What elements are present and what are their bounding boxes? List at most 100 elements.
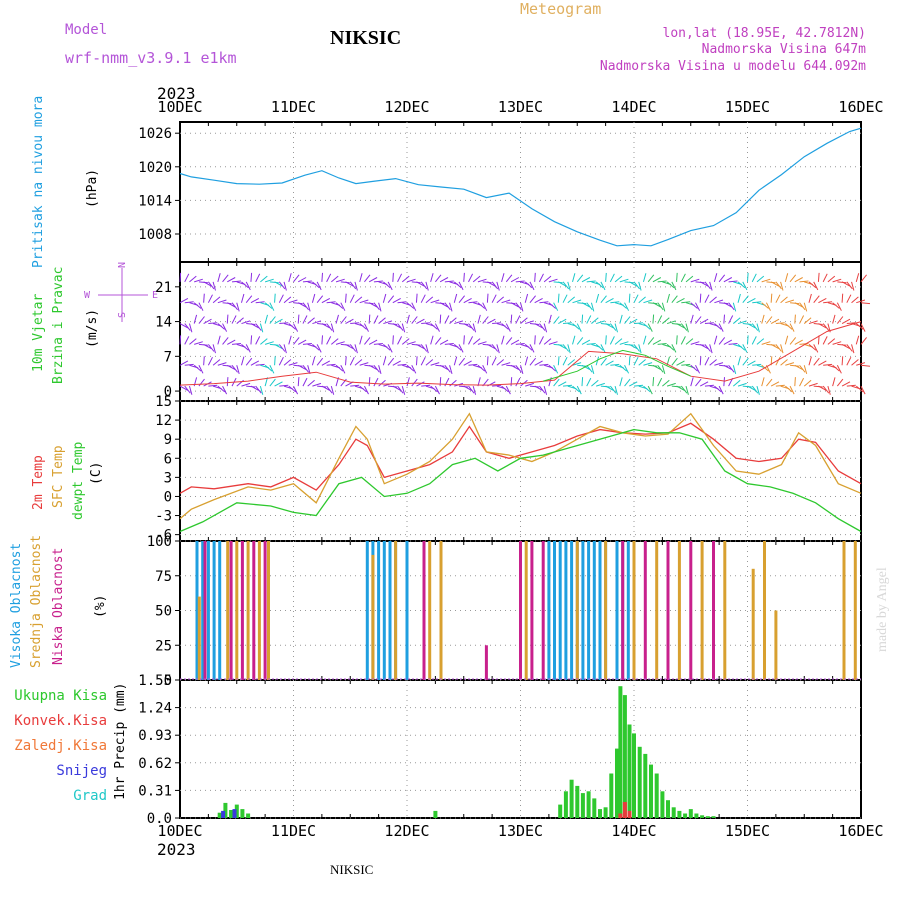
y-tick-label: 75 xyxy=(155,569,172,585)
wind-barb xyxy=(718,385,724,395)
wind-barb xyxy=(222,385,228,395)
wind-barb xyxy=(851,281,855,291)
cloud-bar xyxy=(212,541,216,680)
wind-barb xyxy=(614,275,623,283)
top-day-label: 13DEC xyxy=(498,98,543,116)
wind-barb xyxy=(250,385,260,391)
wind-barb xyxy=(751,323,759,331)
compass-north: N xyxy=(117,262,128,268)
wind-barb xyxy=(397,273,403,283)
wind-barb xyxy=(505,385,511,395)
wind-barb xyxy=(803,317,812,324)
wind-barb xyxy=(274,343,283,350)
wind-barb xyxy=(676,323,685,329)
wind-barb xyxy=(671,357,678,366)
wind-barb xyxy=(278,344,286,352)
wind-barb xyxy=(761,278,771,283)
wind-barb xyxy=(737,320,747,325)
wind-barb xyxy=(246,323,256,325)
wind-barb xyxy=(397,385,404,394)
wind-barb xyxy=(264,364,273,372)
wind-barb xyxy=(614,338,623,345)
cloud-bar xyxy=(428,541,432,680)
wind-barb xyxy=(203,281,212,287)
wind-barb xyxy=(823,301,833,304)
wind-barb xyxy=(572,335,576,345)
wind-barb xyxy=(453,356,458,366)
wind-barb xyxy=(827,275,836,283)
cloud-bar xyxy=(371,554,375,680)
wind-barb xyxy=(359,362,369,366)
wind-barb xyxy=(208,322,218,325)
wind-barb xyxy=(312,382,322,387)
wind-barb xyxy=(638,359,646,366)
cloud-bar xyxy=(774,610,778,680)
wind-barb xyxy=(472,275,481,283)
wind-barb xyxy=(179,297,189,304)
wind-barb xyxy=(524,356,529,366)
wind-barb xyxy=(652,277,662,283)
wind-barb xyxy=(184,336,190,345)
wind-barb xyxy=(416,381,425,387)
wind-barb xyxy=(217,385,226,393)
precip-bar xyxy=(615,748,619,818)
wind-barb xyxy=(264,341,274,345)
cloud-bar xyxy=(519,541,522,680)
wind-barb xyxy=(747,323,756,329)
wind-barb xyxy=(317,385,327,388)
wind-barb xyxy=(364,364,374,367)
wind-barb xyxy=(411,378,418,387)
wind-barb xyxy=(458,385,469,388)
wind-barb xyxy=(468,336,474,345)
wind-barb xyxy=(680,385,688,394)
wind-barb xyxy=(302,280,312,283)
wind-compass: N E W S xyxy=(84,262,158,322)
wind-barb xyxy=(444,315,450,324)
wind-barb xyxy=(189,338,197,345)
wind-barb xyxy=(761,364,769,372)
wind-barb xyxy=(373,377,379,387)
wind-barb xyxy=(557,293,560,303)
wind-barb xyxy=(784,273,789,282)
wind-barb xyxy=(846,384,856,387)
precip-bar xyxy=(637,746,642,818)
wind-barb xyxy=(435,364,445,367)
wind-barb xyxy=(709,344,713,354)
wind-barb xyxy=(468,323,475,331)
wind-barb xyxy=(184,385,191,394)
precip-bar xyxy=(627,810,632,818)
wind-barb xyxy=(487,318,496,324)
wind-barb xyxy=(212,281,216,291)
wind-barb xyxy=(728,343,738,345)
wind-barb xyxy=(188,323,193,333)
chart-dynamic-layer: 10DEC 10DEC 11DEC 11DEC 12DEC 12DEC 13DEC 13DEC… xyxy=(138,98,883,840)
y-tick-label: 1020 xyxy=(138,160,172,176)
bottom-day-label: 15DEC xyxy=(725,822,770,840)
wind-barb xyxy=(434,323,440,332)
wind-barb xyxy=(524,293,529,303)
wind-barb xyxy=(189,275,197,283)
wind-barb xyxy=(761,341,771,345)
wind-barb xyxy=(397,323,404,331)
wind-barb xyxy=(775,294,781,303)
wind-barb xyxy=(194,341,203,345)
wind-barb xyxy=(572,323,580,330)
wind-barb xyxy=(340,365,346,374)
wind-barb xyxy=(240,293,245,303)
wind-barb xyxy=(453,293,458,303)
cloud-bar xyxy=(195,541,199,680)
wind-barb xyxy=(245,281,251,291)
wind-barb xyxy=(657,343,667,345)
wind-barb xyxy=(761,377,765,387)
cloud-bar xyxy=(218,541,222,680)
wind-barb xyxy=(590,365,595,375)
wind-ylabel-1: 10m Vjetar xyxy=(31,294,46,372)
wind-barb xyxy=(860,385,866,395)
wind-barb xyxy=(624,365,630,374)
wind-barb xyxy=(827,385,831,395)
wind-barb xyxy=(860,274,867,283)
wind-barb xyxy=(349,294,355,303)
wind-barb xyxy=(293,364,303,367)
precip-bar xyxy=(603,807,608,818)
wind-barb xyxy=(619,377,623,387)
